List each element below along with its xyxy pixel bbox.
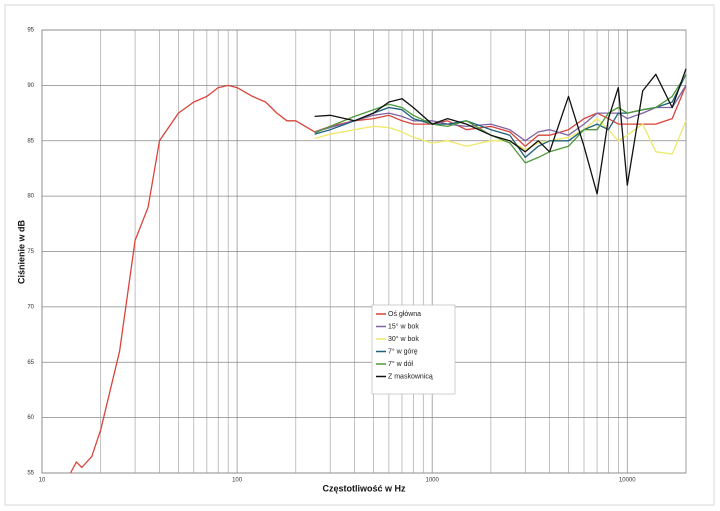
legend-box — [371, 304, 456, 395]
series-line — [314, 117, 687, 155]
x-tick-label: 1000 — [426, 478, 440, 484]
y-tick-label: 85 — [27, 138, 34, 144]
legend-label: Z maskownicą — [388, 373, 433, 380]
y-tick-label: 90 — [27, 83, 34, 89]
y-tick-label: 75 — [27, 249, 34, 255]
x-axis-title: Częstotliwość w Hz — [322, 483, 406, 493]
x-tick-label: 100 — [232, 478, 243, 484]
y-tick-label: 65 — [27, 360, 34, 366]
y-tick-label: 55 — [27, 471, 34, 477]
legend-label: 30° w bok — [388, 335, 419, 343]
legend-label: 7° w dół — [388, 360, 413, 368]
legend-label: Oś główna — [388, 311, 421, 318]
x-tick-label: 10000 — [619, 478, 636, 484]
y-tick-label: 95 — [27, 28, 34, 34]
y-axis-title: Ciśnienie w dB — [16, 219, 26, 284]
y-tick-label: 60 — [27, 415, 34, 421]
series-line — [314, 68, 687, 195]
legend-label: 7° w górę — [388, 347, 418, 355]
legend: Oś główna 15° w bok 30° w bok 7° w górę 7° w… — [371, 304, 456, 395]
x-tick-label: 10 — [39, 478, 46, 484]
series-line — [314, 85, 687, 142]
y-tick-label: 70 — [27, 304, 34, 310]
legend-label: 15° w bok — [388, 322, 419, 330]
series-line — [314, 73, 687, 164]
y-tick-label: 80 — [27, 194, 34, 200]
